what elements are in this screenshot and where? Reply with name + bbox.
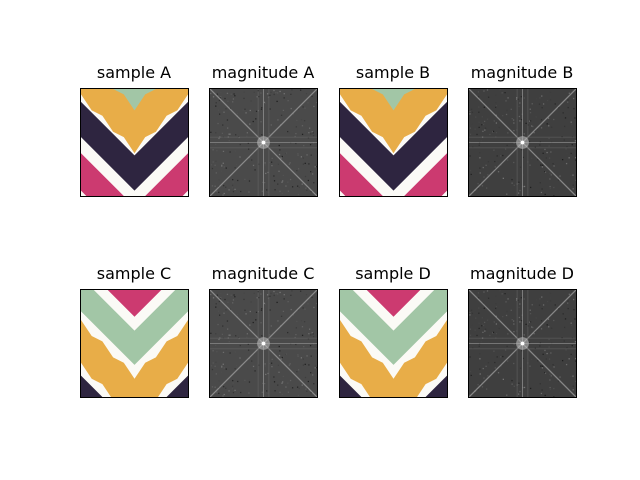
chevron-band	[340, 89, 447, 154]
sample-c-image	[80, 289, 189, 398]
chevron-band	[81, 101, 188, 191]
sample-a-image	[80, 88, 189, 197]
magnitude-d-image	[468, 289, 577, 398]
chevron-band	[107, 290, 162, 317]
sample-b-image	[339, 88, 448, 197]
chevron-band	[81, 375, 188, 397]
chevron-band	[340, 153, 447, 196]
chevron-band	[81, 319, 188, 397]
panel-title-magnitude-d: magnitude D	[470, 264, 574, 283]
magnitude-a-image	[209, 88, 318, 197]
sample-d-image	[339, 289, 448, 398]
panel-title-sample-b: sample B	[355, 63, 431, 82]
chevron-band	[340, 290, 447, 365]
panel-title-magnitude-a: magnitude A	[211, 63, 315, 82]
chevron-band	[81, 153, 188, 196]
chevron-band	[340, 375, 447, 397]
chevron-band	[340, 319, 447, 397]
magnitude-b-image	[468, 88, 577, 197]
chevron-band	[81, 290, 188, 365]
panel-title-sample-a: sample A	[96, 63, 172, 82]
panel-title-sample-c: sample C	[96, 264, 172, 283]
panel-title-sample-d: sample D	[355, 264, 431, 283]
chevron-band	[81, 89, 188, 154]
panel-title-magnitude-b: magnitude B	[470, 63, 574, 82]
chevron-band	[366, 290, 421, 317]
magnitude-c-image	[209, 289, 318, 398]
panel-title-magnitude-c: magnitude C	[211, 264, 315, 283]
chevron-band	[340, 101, 447, 191]
